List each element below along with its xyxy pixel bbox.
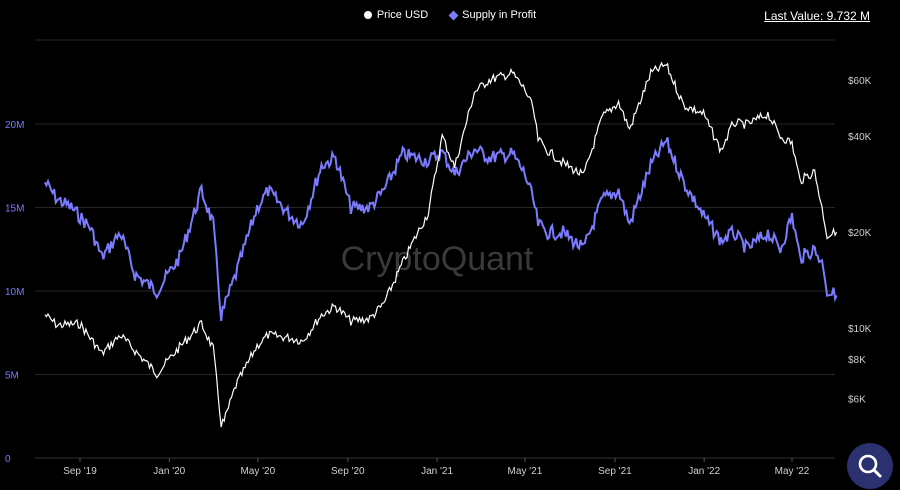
- x-tick-label: Sep '21: [598, 466, 632, 477]
- x-tick-label: Sep '19: [63, 466, 97, 477]
- diamond-icon: [448, 10, 459, 20]
- x-tick-label: May '20: [240, 466, 275, 477]
- left-tick-label: 0: [5, 454, 11, 465]
- right-axis: $6K $8K $10K $20K $40K $60K: [848, 76, 872, 406]
- legend-label-supply: Supply in Profit: [462, 9, 537, 21]
- right-tick-label: $6K: [848, 395, 866, 406]
- legend-item-price[interactable]: Price USD: [363, 9, 429, 21]
- left-tick-label: 10M: [5, 287, 24, 298]
- supply-in-profit-line: [43, 137, 838, 322]
- left-tick-label: 20M: [5, 120, 24, 131]
- x-axis: Sep '19 Jan '20 May '20 Sep '20 Jan '21 May '…: [35, 457, 835, 477]
- x-tick-label: Jan '21: [421, 466, 453, 477]
- right-tick-label: $20K: [848, 228, 872, 239]
- x-tick-label: May '22: [775, 466, 810, 477]
- x-tick-label: Jan '20: [153, 466, 185, 477]
- zoom-button[interactable]: [847, 443, 893, 489]
- right-tick-label: $8K: [848, 355, 866, 366]
- grid-lines: [35, 39, 835, 375]
- x-tick-label: Jan '22: [688, 466, 720, 477]
- left-axis: 0 5M 10M 15M 20M: [5, 120, 24, 465]
- last-value[interactable]: Last Value: 9.732 M: [764, 9, 870, 23]
- x-tick-label: Sep '20: [331, 466, 365, 477]
- right-tick-label: $60K: [848, 76, 872, 87]
- legend-item-supply[interactable]: Supply in Profit: [448, 9, 537, 21]
- right-tick-label: $10K: [848, 324, 872, 335]
- x-tick-label: May '21: [508, 466, 543, 477]
- left-tick-label: 5M: [5, 371, 19, 382]
- price-usd-line: [44, 61, 838, 428]
- legend: Price USD Supply in Profit: [0, 9, 900, 21]
- left-tick-label: 15M: [5, 204, 24, 215]
- search-icon: [858, 454, 882, 478]
- watermark: CryptoQuant: [341, 240, 534, 278]
- circle-icon: [363, 11, 372, 19]
- legend-label-price: Price USD: [376, 9, 429, 21]
- right-tick-label: $40K: [848, 132, 872, 143]
